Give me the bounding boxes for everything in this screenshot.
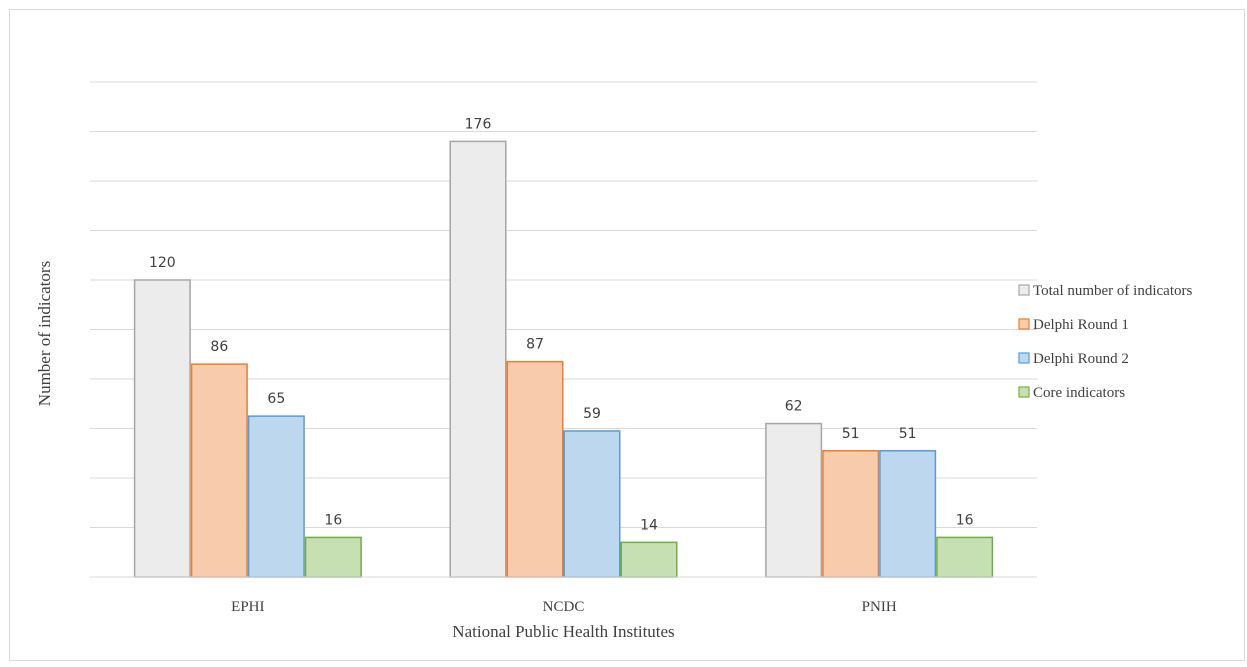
bar-delphi-round-2-ephi — [247, 415, 305, 578]
legend-swatch — [1018, 318, 1030, 330]
data-label: 87 — [526, 337, 544, 353]
legend-swatch — [1018, 284, 1030, 296]
bar-delphi-round-2-ncdc — [563, 430, 621, 578]
x-tick-label: EPHI — [231, 599, 264, 615]
data-label: 59 — [583, 406, 601, 422]
data-label: 14 — [640, 517, 658, 533]
bar-total-number-of-indicators-ncdc — [449, 140, 507, 578]
data-label: 65 — [267, 391, 285, 407]
legend-label: Total number of indicators — [1033, 283, 1192, 299]
data-labels: 120 86 65 16 176 87 59 14 62 51 51 16 — [149, 116, 974, 533]
bar-delphi-round-1-pnih — [822, 450, 880, 578]
legend-label: Delphi Round 1 — [1033, 317, 1129, 333]
bar-total-number-of-indicators-ephi — [133, 279, 191, 578]
legend: Total number of indicators Delphi Round 1… — [1018, 283, 1192, 401]
x-axis-ticks: EPHI NCDC PNIH — [231, 599, 897, 615]
data-label: 51 — [899, 426, 917, 442]
legend-label: Core indicators — [1033, 385, 1125, 401]
data-label: 176 — [465, 116, 492, 132]
bar-core-indicators-pnih — [936, 536, 994, 578]
legend-swatch — [1018, 386, 1030, 398]
legend-label: Delphi Round 2 — [1033, 351, 1129, 367]
y-axis-title: Number of indicators — [35, 261, 54, 406]
bar-total-number-of-indicators-pnih — [765, 422, 823, 578]
chart-frame: 120 86 65 16 176 87 59 14 62 51 51 16 EPHI NCDC PNIH … — [9, 9, 1245, 661]
x-tick-label: NCDC — [543, 599, 585, 615]
data-label: 86 — [210, 339, 228, 355]
legend-swatch — [1018, 352, 1030, 364]
data-label: 120 — [149, 255, 176, 271]
bars — [133, 140, 994, 578]
x-axis-title: National Public Health Institutes — [452, 622, 674, 641]
bar-core-indicators-ephi — [304, 536, 362, 578]
data-label: 51 — [842, 426, 860, 442]
data-label: 62 — [785, 399, 803, 415]
bar-delphi-round-2-pnih — [879, 450, 937, 578]
bar-delphi-round-1-ephi — [190, 363, 248, 578]
bar-delphi-round-1-ncdc — [506, 360, 564, 578]
x-tick-label: PNIH — [862, 599, 897, 615]
data-label: 16 — [956, 512, 974, 528]
data-label: 16 — [324, 512, 342, 528]
bar-core-indicators-ncdc — [620, 541, 678, 578]
